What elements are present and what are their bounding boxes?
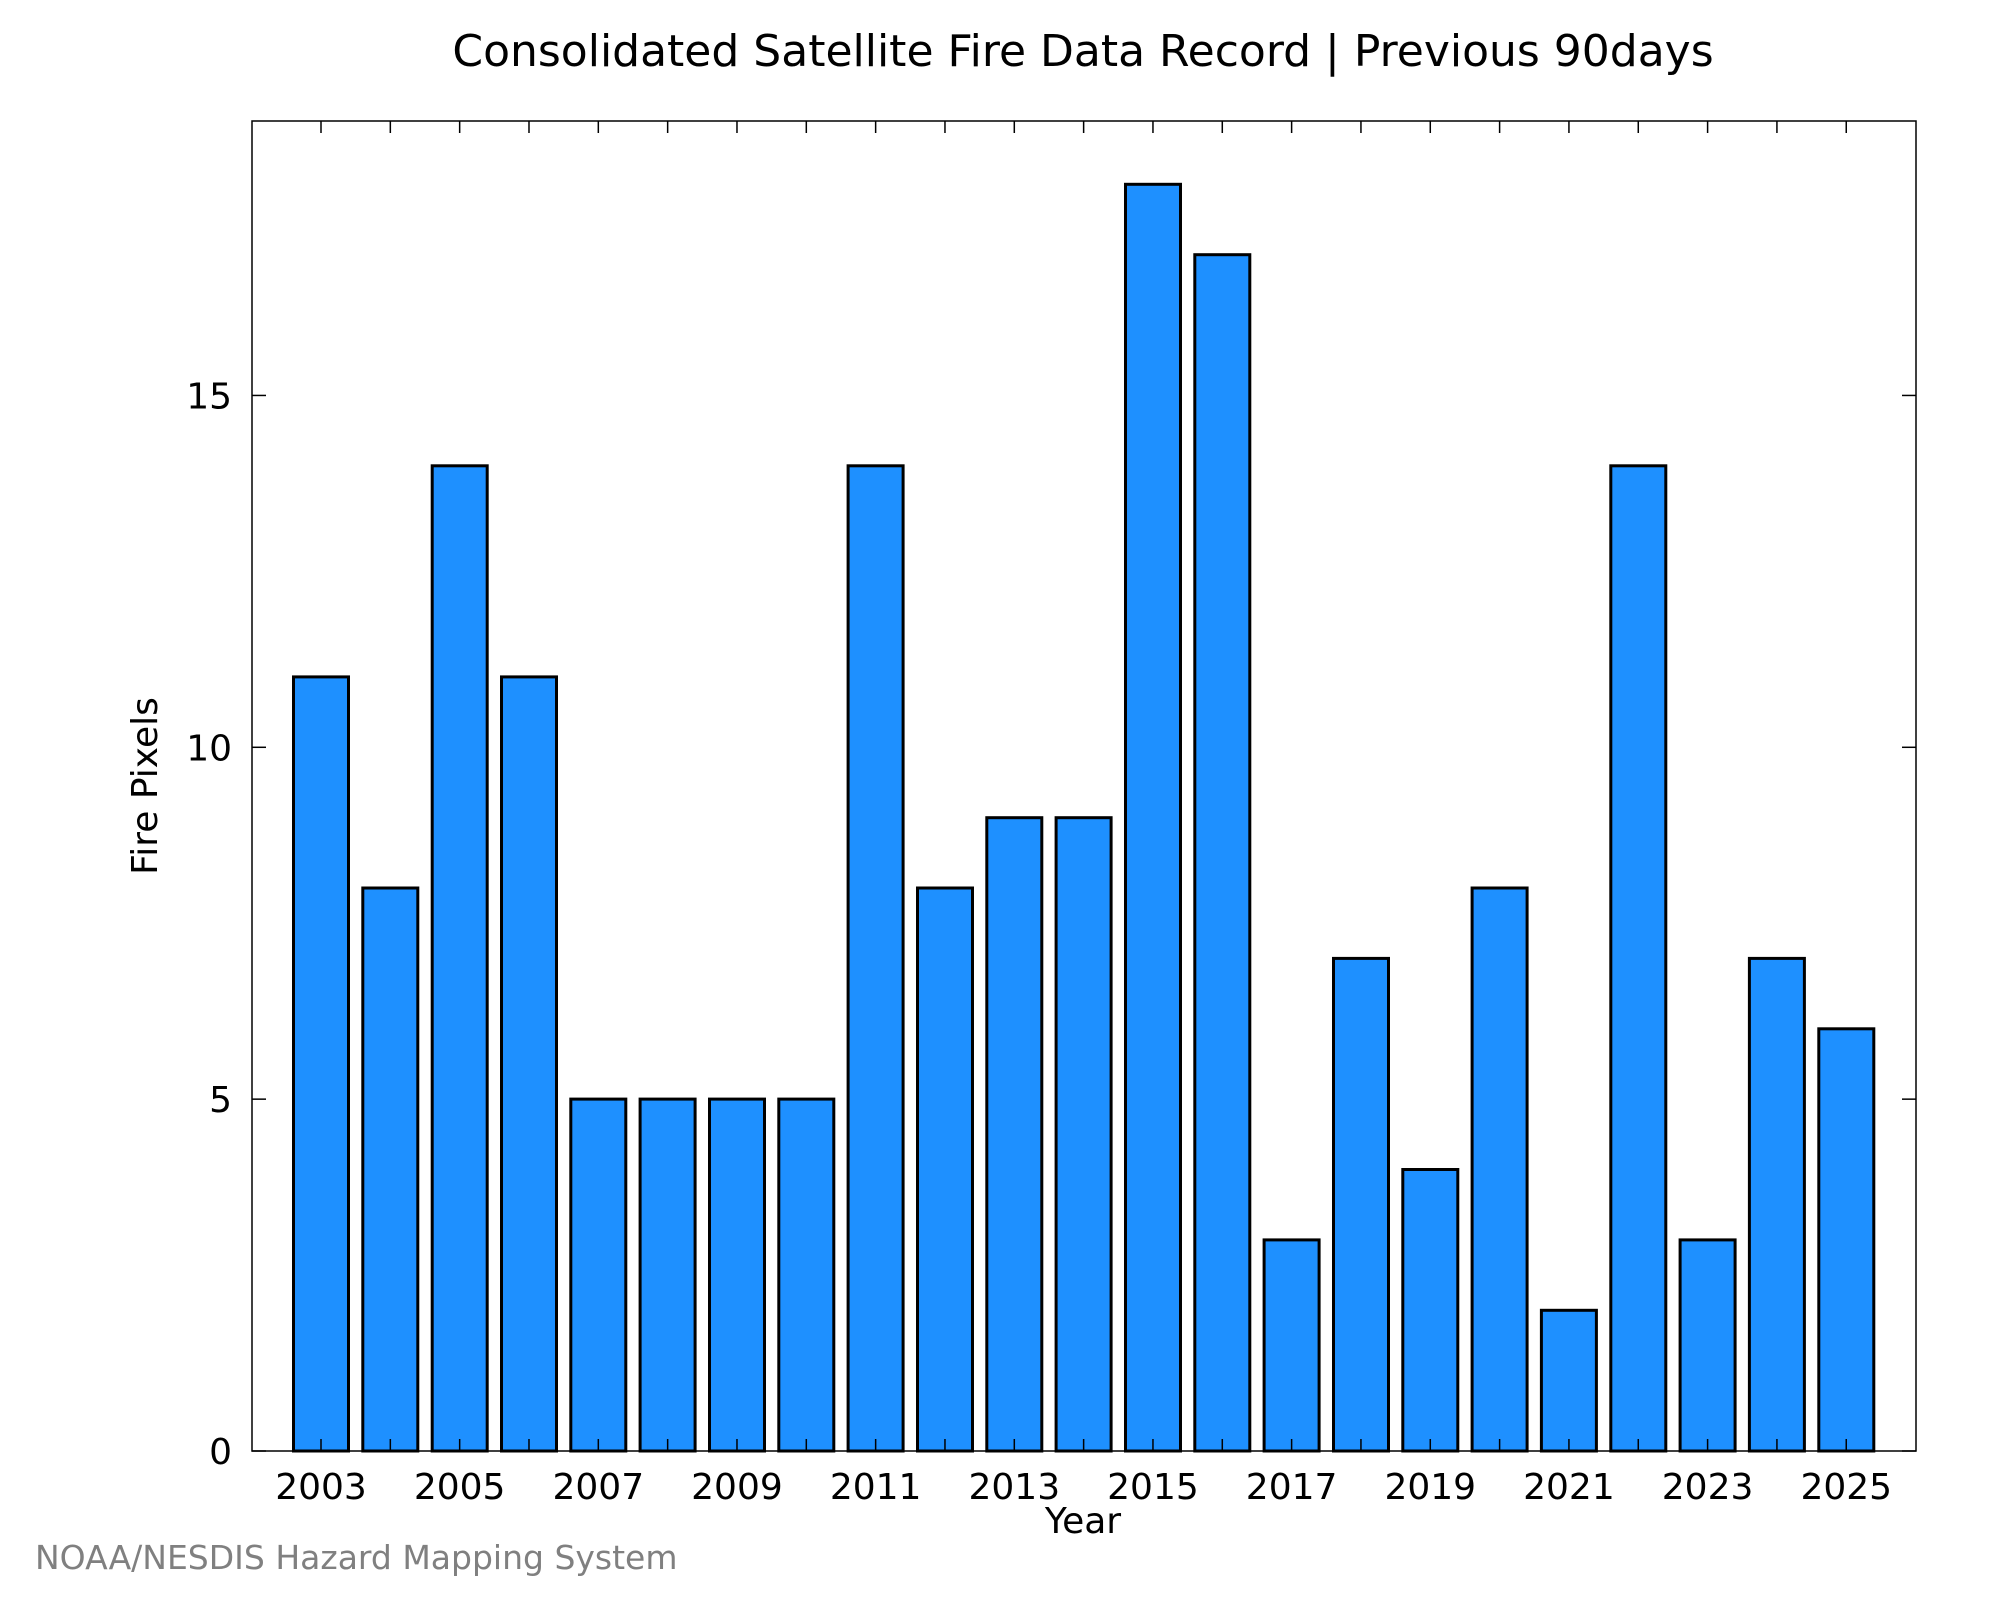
bar-2019 <box>1401 1168 1460 1453</box>
x-tick-label-2021: 2021 <box>1523 1467 1615 1508</box>
x-tick-label-2009: 2009 <box>691 1467 783 1508</box>
bar-2021 <box>1539 1308 1598 1453</box>
bar-2018 <box>1332 956 1390 1453</box>
bars-group <box>292 182 1876 1453</box>
y-tick-label-10: 10 <box>186 728 232 769</box>
x-tick-label-2023: 2023 <box>1662 1467 1754 1508</box>
bar-2011 <box>846 464 905 1453</box>
bar-2007 <box>569 1097 628 1453</box>
x-tick-label-2019: 2019 <box>1384 1467 1476 1508</box>
ticks-group: 2003 2005 2007 2009 2011 2013 2015 2017 2019 2021… <box>186 121 1916 1508</box>
bar-2012 <box>916 886 974 1453</box>
bar-2006 <box>500 675 558 1453</box>
bar-2009 <box>708 1097 766 1453</box>
bar-2008 <box>638 1097 697 1453</box>
bar-2003 <box>292 675 350 1453</box>
bar-2017 <box>1262 1238 1321 1453</box>
x-tick-label-2017: 2017 <box>1246 1467 1338 1508</box>
x-tick-label-2003: 2003 <box>275 1467 367 1508</box>
bar-2023 <box>1678 1238 1737 1453</box>
bar-2014 <box>1054 816 1113 1453</box>
y-tick-label-0: 0 <box>209 1432 232 1473</box>
y-axis-label: Fire Pixels <box>125 697 166 875</box>
bar-2005 <box>430 464 489 1453</box>
bar-2025 <box>1817 1027 1876 1453</box>
x-tick-label-2011: 2011 <box>830 1467 922 1508</box>
bar-2013 <box>985 816 1044 1453</box>
x-tick-label-2007: 2007 <box>553 1467 645 1508</box>
bar-2016 <box>1193 253 1252 1453</box>
bar-2010 <box>777 1097 836 1453</box>
bar-2024 <box>1747 956 1806 1453</box>
bar-2022 <box>1609 464 1668 1453</box>
x-tick-label-2025: 2025 <box>1800 1467 1892 1508</box>
source-credit: NOAA/NESDIS Hazard Mapping System <box>35 1538 678 1577</box>
x-axis-label: Year <box>1044 1501 1121 1542</box>
plot-frame <box>251 120 1917 1452</box>
y-tick-label-15: 15 <box>186 376 232 417</box>
bar-2004 <box>361 886 420 1453</box>
y-tick-label-5: 5 <box>209 1080 232 1121</box>
x-tick-label-2015: 2015 <box>1107 1467 1199 1508</box>
chart-title: Consolidated Satellite Fire Data Record … <box>452 26 1713 77</box>
x-tick-label-2013: 2013 <box>968 1467 1060 1508</box>
x-tick-label-2005: 2005 <box>414 1467 506 1508</box>
bar-2020 <box>1470 886 1529 1453</box>
bar-2015 <box>1124 182 1182 1453</box>
